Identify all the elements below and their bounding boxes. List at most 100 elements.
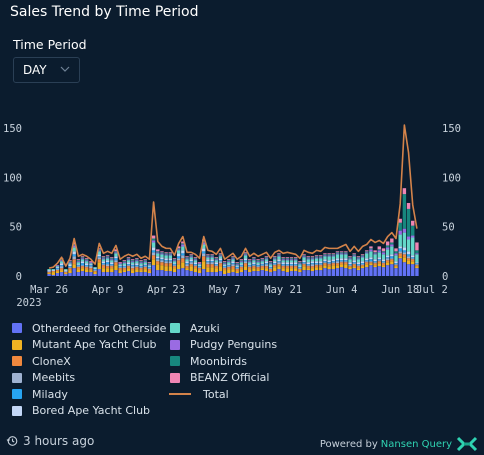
bar-segment	[64, 273, 68, 275]
bar-segment	[365, 261, 369, 263]
bar-segment	[335, 261, 340, 264]
bar-segment	[310, 259, 315, 262]
bar-segment	[273, 267, 277, 272]
bar-segment	[260, 258, 264, 260]
bar-segment	[285, 264, 290, 266]
bar-segment	[327, 262, 331, 264]
bar-segment	[306, 259, 310, 263]
bar-segment	[218, 254, 223, 256]
bar-segment	[76, 261, 81, 263]
bar-segment	[72, 244, 76, 246]
bar-segment	[415, 242, 419, 251]
bar-segment	[252, 264, 256, 266]
bar-segment	[189, 254, 193, 256]
bar-segment	[377, 252, 382, 258]
nansen-logo-icon	[456, 436, 478, 452]
bar-segment	[189, 255, 193, 257]
bar-segment	[339, 251, 344, 253]
bar-segment	[202, 242, 206, 245]
bar-segment	[164, 253, 168, 255]
bar-segment	[406, 264, 411, 276]
bar-segment	[398, 251, 402, 254]
bar-segment	[64, 269, 68, 271]
bar-segment	[243, 270, 248, 276]
bar-segment	[84, 266, 89, 268]
bar-segment	[243, 266, 248, 271]
bar-segment	[126, 268, 131, 272]
bar-segment	[118, 268, 122, 271]
bar-segment	[68, 262, 72, 264]
powered-by-prefix: Powered by	[319, 438, 378, 450]
bar-segment	[164, 266, 168, 272]
time-period-select[interactable]: DAY	[13, 57, 80, 83]
bar-segment	[64, 274, 68, 276]
bar-segment	[314, 257, 319, 259]
legend-item[interactable]: Pudgy Penguins	[170, 338, 277, 352]
legend-item[interactable]: Mutant Ape Yacht Club	[12, 338, 157, 352]
bar-segment	[93, 269, 97, 271]
bar-segment	[214, 257, 218, 259]
legend-item[interactable]: CloneX	[12, 354, 71, 368]
bar-segment	[415, 265, 419, 267]
bar-segment	[339, 253, 344, 255]
bar-segment	[64, 270, 68, 272]
bar-segment	[68, 273, 72, 276]
bar-segment	[135, 267, 139, 270]
bar-segment	[348, 267, 352, 270]
bar-segment	[239, 264, 244, 266]
bar-segment	[231, 256, 235, 258]
bar-segment	[273, 264, 277, 266]
bar-segment	[114, 262, 118, 266]
bar-segment	[118, 265, 122, 267]
bar-segment	[390, 244, 394, 247]
bar-segment	[231, 259, 235, 262]
bar-segment	[356, 266, 361, 269]
bar-segment	[101, 263, 106, 265]
y-tick-left: 50	[9, 222, 22, 234]
legend-item[interactable]: BEANZ Official	[170, 371, 269, 385]
bar-segment	[365, 251, 369, 253]
bar-segment	[310, 256, 315, 258]
bar-segment	[89, 265, 93, 267]
legend-item[interactable]: Total	[169, 387, 229, 401]
bar-segment	[172, 266, 177, 269]
legend-item[interactable]: Otherdeed for Otherside	[12, 321, 166, 335]
bar-segment	[202, 251, 206, 254]
bar-segment	[72, 242, 76, 245]
bar-segment	[172, 259, 177, 261]
legend-item[interactable]: Milady	[12, 387, 68, 401]
bar-segment	[331, 259, 336, 262]
bar-segment	[344, 251, 348, 253]
bar-segment	[143, 260, 147, 262]
bar-segment	[348, 262, 352, 265]
bar-segment	[105, 256, 110, 258]
powered-by[interactable]: Powered by Nansen Query	[320, 436, 478, 452]
bar-segment	[281, 268, 285, 272]
bar-segment	[51, 270, 55, 272]
bar-segment	[331, 262, 336, 264]
bar-segment	[197, 266, 202, 268]
bar-segment	[268, 271, 273, 273]
bar-segment	[327, 253, 331, 255]
y-tick-left: 0	[16, 271, 22, 283]
bar-segment	[214, 266, 218, 269]
bar-segment	[348, 264, 352, 266]
bar-segment	[352, 266, 356, 269]
bar-segment	[406, 239, 411, 252]
bar-segment	[202, 244, 206, 249]
bar-segment	[348, 269, 352, 276]
legend-item[interactable]: Meebits	[12, 371, 75, 385]
bar-segment	[293, 266, 298, 269]
bar-segment	[93, 274, 97, 276]
bar-segment	[298, 268, 302, 270]
legend-item[interactable]: Bored Ape Yacht Club	[12, 404, 150, 418]
bar-segment	[105, 260, 110, 263]
legend-item[interactable]: Moonbirds	[170, 354, 247, 368]
bar-segment	[289, 262, 294, 265]
bar-segment	[172, 265, 177, 267]
legend-item[interactable]: Azuki	[170, 321, 220, 335]
bar-segment	[97, 259, 101, 263]
bar-segment	[84, 258, 89, 260]
bar-segment	[47, 270, 51, 272]
bar-segment	[293, 259, 298, 261]
